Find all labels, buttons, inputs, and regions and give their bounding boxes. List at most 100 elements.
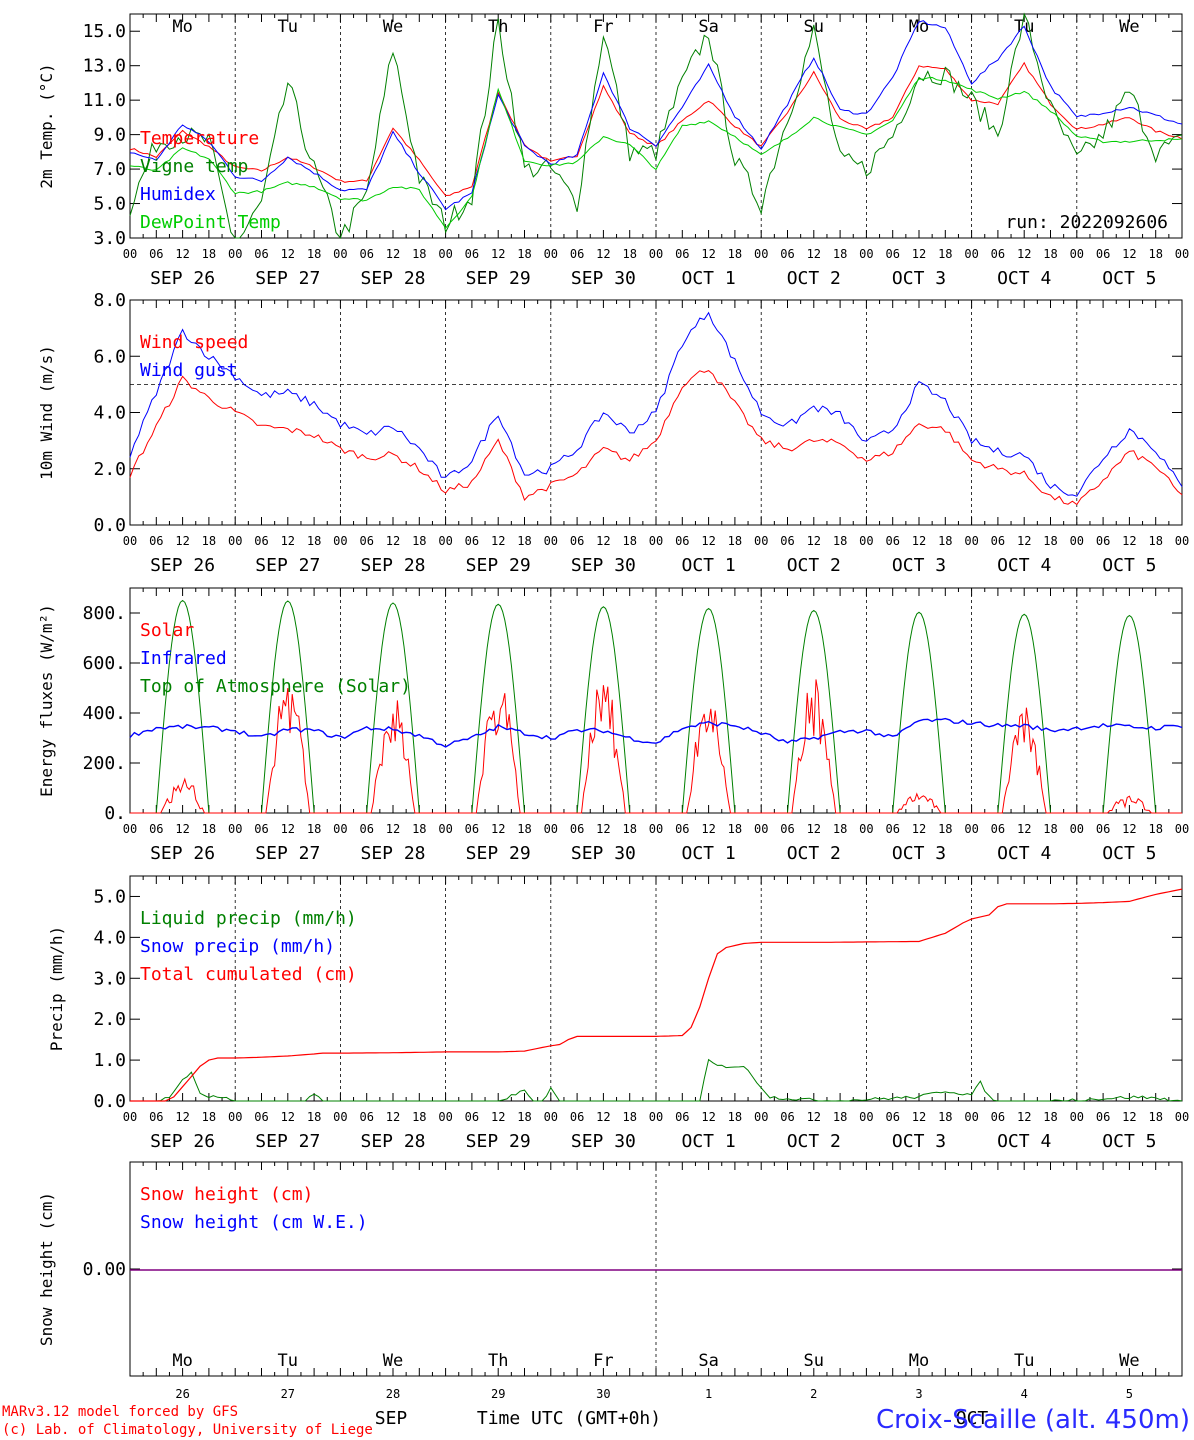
y-tick-label: 3.0 [93,968,126,989]
hour-tick-label: 18 [938,534,952,548]
hour-tick-label: 18 [938,822,952,836]
hour-tick-label: 06 [1096,1110,1110,1124]
hour-tick-label: 06 [149,534,163,548]
hour-tick-label: 18 [307,1110,321,1124]
bottom-day-number: 27 [281,1387,295,1401]
hour-tick-label: 12 [1017,534,1031,548]
date-label: OCT 4 [997,1131,1051,1152]
y-tick-label: 13.0 [83,56,126,77]
hour-tick-label: 00 [754,1110,768,1124]
hour-tick-label: 18 [833,534,847,548]
y-tick-label: 0.00 [83,1259,126,1280]
bottom-month-sep: SEP [375,1408,408,1429]
hour-tick-label: 00 [754,247,768,261]
hour-tick-label: 12 [596,822,610,836]
date-label: OCT 5 [1102,268,1156,289]
legend-entry: Humidex [140,184,216,205]
hour-tick-label: 12 [807,822,821,836]
y-tick-label: 5.0 [93,194,126,215]
hour-tick-label: 00 [754,822,768,836]
hour-tick-label: 12 [281,247,295,261]
hour-tick-label: 06 [780,247,794,261]
date-label: SEP 26 [150,555,215,576]
hour-tick-label: 00 [859,822,873,836]
hour-tick-label: 06 [885,822,899,836]
panel-precip: 0.0 1.0 2.0 3.0 4.0 5.0 Precip (mm/h) 00 06 12 18 S… [47,875,1189,1152]
hour-tick-label: 06 [991,247,1005,261]
y-axis-label: Energy fluxes (W/m²) [37,604,56,797]
footer-lab-credit: (c) Lab. of Climatology, University of L… [2,1422,373,1438]
date-label: SEP 30 [571,555,636,576]
hour-tick-label: 00 [228,247,242,261]
hour-tick-label: 12 [1122,1110,1136,1124]
hour-tick-label: 06 [780,1110,794,1124]
hour-tick-label: 18 [1043,822,1057,836]
hour-tick-label: 18 [938,1110,952,1124]
y-tick-label: 15.0 [83,21,126,42]
hour-tick-label: 12 [1017,1110,1031,1124]
hour-tick-label: 00 [1175,1110,1189,1124]
hour-tick-label: 00 [1070,822,1084,836]
date-label: OCT 5 [1102,555,1156,576]
panel-wind: 0.0 2.0 4.0 6.0 8.0 10m Wind (m/s) 00 06 12 18 SEP… [37,290,1189,576]
y-tick-label: 400. [83,703,126,724]
date-label: OCT 1 [682,843,736,864]
hour-tick-label: 00 [333,822,347,836]
hour-tick-label: 06 [1096,247,1110,261]
hour-tick-label: 18 [1148,822,1162,836]
date-label: OCT 4 [997,555,1051,576]
hour-tick-label: 06 [885,247,899,261]
hour-tick-label: 12 [596,247,610,261]
hour-tick-label: 12 [807,534,821,548]
hour-tick-label: 06 [254,822,268,836]
date-label: SEP 27 [255,268,320,289]
hour-tick-label: 06 [254,534,268,548]
legend-entry: Snow height (cm W.E.) [140,1212,368,1233]
hour-tick-label: 06 [780,534,794,548]
y-axis-label: Precip (mm/h) [47,926,66,1051]
hour-tick-label: 06 [1096,534,1110,548]
y-tick-label: 0. [104,803,126,824]
day-name-label: Th [488,1351,508,1371]
hour-tick-label: 06 [149,247,163,261]
hour-tick-label: 12 [386,534,400,548]
day-name-label: Mo [909,1351,929,1371]
hour-tick-label: 18 [412,247,426,261]
hour-tick-label: 12 [1017,247,1031,261]
bottom-day-number: 29 [491,1387,505,1401]
hour-tick-label: 12 [175,1110,189,1124]
date-label: SEP 29 [466,843,531,864]
day-name-label: We [1119,1351,1139,1371]
hour-tick-label: 00 [964,534,978,548]
series-line-humidex [129,20,1183,211]
hour-tick-label: 12 [491,247,505,261]
hour-tick-label: 00 [964,1110,978,1124]
bottom-day-number: 5 [1126,1387,1133,1401]
hour-tick-label: 18 [412,1110,426,1124]
hour-tick-label: 00 [1175,534,1189,548]
bottom-day-number: 2 [810,1387,817,1401]
date-label: SEP 26 [150,268,215,289]
hour-tick-label: 00 [649,1110,663,1124]
series-line-vigne-temp [129,12,1183,240]
hour-tick-label: 12 [175,247,189,261]
hour-tick-label: 18 [517,822,531,836]
legend-entry: Infrared [140,648,227,669]
day-name-label: We [383,1351,403,1371]
hour-tick-label: 06 [570,247,584,261]
hour-tick-label: 00 [1175,822,1189,836]
hour-tick-label: 06 [465,247,479,261]
y-tick-label: 2.0 [93,459,126,480]
date-label: SEP 29 [466,268,531,289]
hour-tick-label: 18 [1043,534,1057,548]
y-axis-label: Snow height (cm) [37,1192,56,1346]
day-name-label: Fr [593,1351,613,1371]
hour-tick-label: 18 [1043,247,1057,261]
hour-tick-label: 12 [912,534,926,548]
hour-tick-label: 18 [833,247,847,261]
hour-tick-label: 18 [728,534,742,548]
hour-tick-label: 06 [465,534,479,548]
hour-tick-label: 18 [622,534,636,548]
panel-snow: 0.00 Snow height (cm) Mo Tu We Th Fr Sa Su Mo Tu We… [37,1161,1183,1401]
hour-tick-label: 00 [333,247,347,261]
